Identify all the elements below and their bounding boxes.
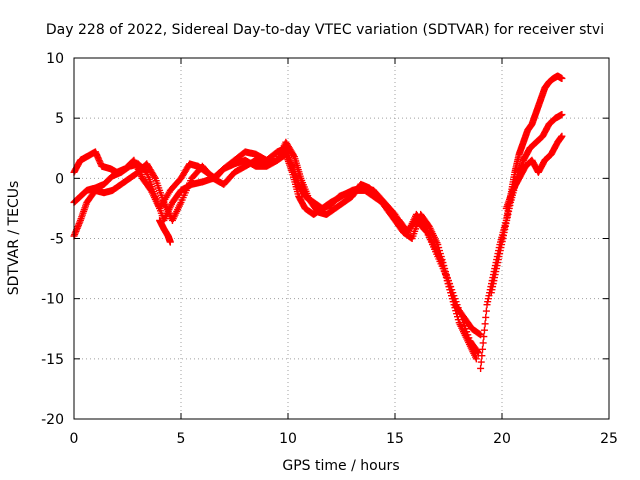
- x-tick-label: 15: [386, 431, 404, 447]
- x-tick-label: 20: [493, 431, 511, 447]
- data-point: [290, 151, 298, 159]
- x-tick-label: 10: [279, 431, 297, 447]
- data-point: [478, 352, 486, 360]
- x-axis-title: GPS time / hours: [282, 458, 399, 474]
- data-point: [166, 238, 174, 246]
- axis-ticks: [73, 57, 610, 420]
- y-tick-labels: -20 -15 -10 -5 0 5 10: [41, 51, 64, 428]
- y-axis-title: SDTVAR / TECUs: [6, 181, 22, 296]
- data-points: [70, 72, 566, 372]
- data-point: [472, 355, 480, 363]
- x-tick-labels: 0 5 10 15 20 25: [70, 431, 618, 447]
- data-point: [479, 339, 487, 347]
- y-tick-label: 0: [55, 171, 64, 187]
- y-tick-label: -15: [41, 352, 64, 368]
- data-point: [482, 307, 490, 315]
- x-tick-label: 25: [600, 431, 618, 447]
- x-tick-label: 5: [177, 431, 186, 447]
- data-point: [474, 348, 482, 356]
- chart-title: Day 228 of 2022, Sidereal Day-to-day VTE…: [46, 22, 604, 38]
- y-tick-label: -10: [41, 292, 64, 308]
- data-point: [481, 320, 489, 328]
- data-point: [482, 313, 490, 321]
- data-point: [477, 358, 485, 366]
- data-point: [558, 111, 566, 119]
- data-point: [558, 74, 566, 82]
- grid-lines: [74, 58, 609, 419]
- data-point: [480, 326, 488, 334]
- y-tick-label: -20: [41, 412, 64, 428]
- y-tick-label: 5: [55, 111, 64, 127]
- data-point: [477, 364, 485, 372]
- data-point: [150, 173, 158, 181]
- data-point: [479, 345, 487, 353]
- y-tick-label: 10: [46, 51, 64, 67]
- data-point: [558, 132, 566, 140]
- y-tick-label: -5: [50, 232, 64, 248]
- x-tick-label: 0: [70, 431, 79, 447]
- data-point: [480, 333, 488, 341]
